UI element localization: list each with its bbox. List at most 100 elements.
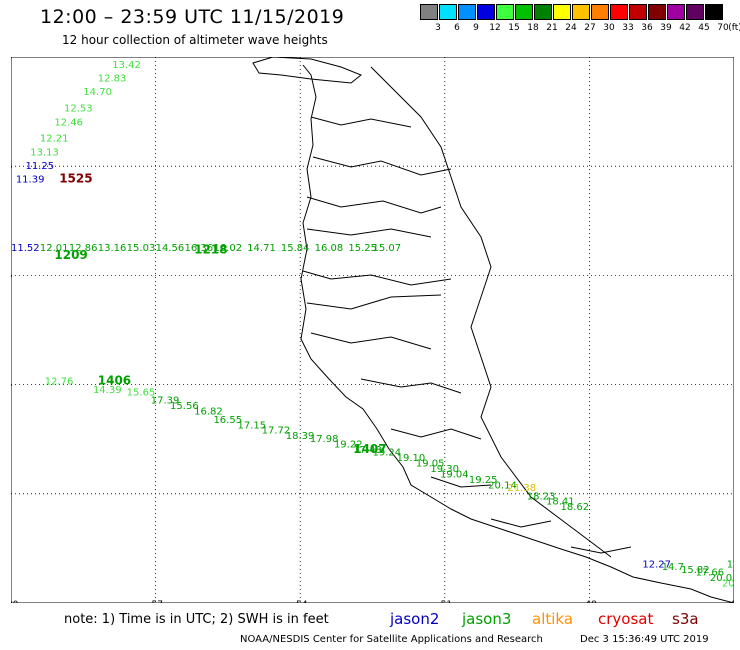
lon-tick-label: -57 [148, 600, 163, 603]
swh-label: 20.14 [488, 480, 517, 491]
satellite-altika: altika [532, 610, 574, 628]
legend-swatch [496, 4, 514, 20]
legend-label: 9 [473, 23, 479, 33]
legend-swatch [515, 4, 533, 20]
axis-ticks: -60 -57 -54 -51 -48 -45 70 68 66 64 62 60 [11, 57, 734, 603]
swh-label: 12.86 [69, 243, 98, 254]
legend-swatch [648, 4, 666, 20]
swh-label: 17.39 [151, 396, 180, 407]
pass-time-label: 1525 [59, 172, 92, 186]
footer-credit: NOAA/NESDIS Center for Satellite Applica… [240, 634, 543, 645]
fjord-6 [306, 294, 442, 310]
swh-label: 16.08 [315, 243, 344, 254]
map-frame [11, 57, 734, 603]
swh-label: 12.83 [98, 74, 127, 85]
altimeter-tracks: 11.39 11.25 13.13 12.21 12.46 12.53 14.70 12.83… [11, 57, 734, 590]
swh-label: 12.01 [40, 243, 69, 254]
legend-label: 33 [622, 23, 634, 33]
legend-swatch [553, 4, 571, 20]
legend-label: 18 [527, 23, 539, 33]
swh-label: 17.66 [695, 568, 724, 579]
fjord-2 [312, 156, 452, 176]
swh-label: 12.46 [54, 117, 83, 128]
island-north [252, 57, 362, 84]
fjord-1 [310, 116, 412, 128]
swh-label: 13.13 [30, 147, 59, 158]
lon-tick-label: -48 [582, 600, 597, 603]
swh-label: 16.36 [185, 243, 214, 254]
legend-swatch [629, 4, 647, 20]
page-title: 12:00 – 23:59 UTC 11/15/2019 [40, 6, 345, 28]
swh-label: 16.55 [213, 415, 242, 426]
fjord-11 [490, 518, 552, 528]
greenland-coastline [252, 57, 734, 603]
swh-label: 16.82 [194, 407, 223, 418]
lat-tick-label: 70 [11, 57, 13, 63]
swh-label: 13.16 [98, 243, 127, 254]
lat-tick-label: 66 [11, 271, 13, 281]
swh-label: 14.71 [247, 243, 276, 254]
lat-tick-label: 62 [11, 490, 12, 500]
lat-tick-label: 64 [11, 381, 13, 391]
legend-swatch [439, 4, 457, 20]
swh-label: 15.84 [281, 243, 310, 254]
swh-label: 11.52 [11, 243, 40, 254]
legend-label: 36 [641, 23, 653, 33]
legend-swatch [572, 4, 590, 20]
fjord-9 [390, 428, 482, 440]
swh-label: 10.48 [727, 560, 734, 571]
swh-label: 17.72 [262, 426, 291, 437]
lat-tick-label: 68 [11, 162, 13, 172]
legend-label: 39 [660, 23, 672, 33]
fjord-7 [310, 332, 432, 350]
swh-label: 20.08 [722, 579, 734, 590]
swh-label: 15.65 [127, 388, 156, 399]
swh-label: 19.25 [469, 475, 498, 486]
footer-timestamp: Dec 3 15:36:49 UTC 2019 [580, 634, 709, 645]
swh-label: 12.76 [45, 377, 74, 388]
fjord-3 [306, 196, 442, 214]
legend-swatch [420, 4, 438, 20]
pass-time-label: 1406 [98, 374, 131, 388]
fjord-5 [302, 270, 452, 286]
fjord-12 [570, 546, 632, 554]
swh-label: 16.02 [213, 243, 242, 254]
coastline-east [370, 66, 612, 558]
legend-swatch [705, 4, 723, 20]
swh-label: 14.7 [662, 562, 684, 573]
legend-swatch [610, 4, 628, 20]
swh-label: 19.04 [440, 469, 469, 480]
swh-label: 14.56 [156, 243, 185, 254]
pass-time-label: 1407 [353, 442, 386, 456]
swh-label: 17.43 [353, 445, 382, 456]
lon-tick-label: -60 [11, 600, 19, 603]
swh-label: 17.98 [310, 434, 339, 445]
legend-swatch [686, 4, 704, 20]
legend-label: 15 [508, 23, 520, 33]
swh-label: 12.27 [642, 560, 671, 571]
coastline-main [300, 64, 734, 603]
satellite-cryosat: cryosat [598, 610, 654, 628]
legend-label: 24 [565, 23, 577, 33]
legend-label: 6 [454, 23, 460, 33]
legend-label: 45 [698, 23, 710, 33]
swh-label: 12.21 [40, 134, 69, 145]
swh-label: 15.07 [373, 243, 402, 254]
fjord-10 [430, 476, 492, 488]
swh-label: 12.53 [64, 104, 93, 115]
legend-swatch [591, 4, 609, 20]
swh-label: 19.05 [416, 459, 445, 470]
swh-label: 14.39 [93, 385, 122, 396]
legend-swatch [458, 4, 476, 20]
swh-label: 11.39 [16, 175, 45, 186]
legend-label: 3 [435, 23, 441, 33]
swh-label: 18.23 [527, 491, 556, 502]
lon-tick-label: -45 [727, 600, 734, 603]
legend-unit: (ft) [728, 23, 740, 33]
legend-swatch [477, 4, 495, 20]
legend-swatch [667, 4, 685, 20]
lon-tick-label: -54 [293, 600, 308, 603]
lon-tick-label: -51 [437, 600, 452, 603]
swh-label: 19.22 [334, 439, 363, 450]
legend-label: 21 [546, 23, 558, 33]
